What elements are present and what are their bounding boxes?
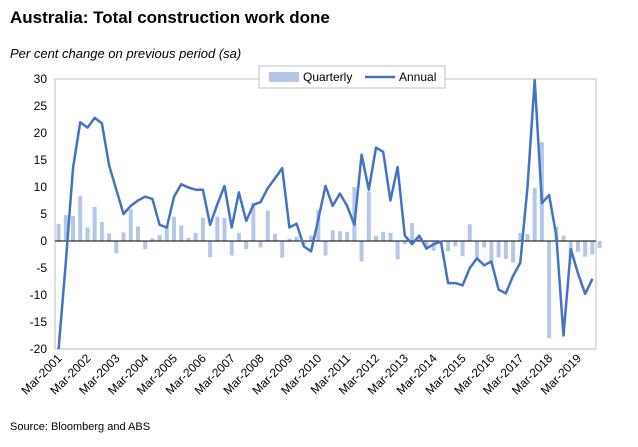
quarterly-bar <box>402 241 407 245</box>
quarterly-bar <box>345 231 350 241</box>
quarterly-bar <box>143 241 148 250</box>
quarterly-bar <box>424 241 429 248</box>
quarterly-bar <box>164 225 169 241</box>
legend-label-annual: Annual <box>399 70 436 84</box>
quarterly-bar <box>208 241 213 258</box>
quarterly-bar <box>114 241 119 254</box>
quarterly-bar <box>222 217 227 241</box>
chart-title: Australia: Total construction work done <box>10 8 330 27</box>
quarterly-bar <box>215 216 220 241</box>
y-tick-label: -15 <box>30 315 48 329</box>
quarterly-bar <box>489 241 494 263</box>
quarterly-bar <box>244 241 249 250</box>
legend-label-quarterly: Quarterly <box>303 70 352 84</box>
quarterly-bar <box>561 235 566 241</box>
quarterly-bar <box>280 241 285 258</box>
quarterly-bar <box>453 241 458 247</box>
quarterly-bar <box>172 216 177 241</box>
quarterly-bar <box>417 237 422 241</box>
source-note: Source: Bloomberg and ABS <box>10 421 151 433</box>
quarterly-bar <box>128 209 133 241</box>
y-tick-label: 5 <box>40 207 47 221</box>
quarterly-bar <box>107 233 112 241</box>
quarterly-bar <box>157 235 162 241</box>
quarterly-bar <box>273 233 277 241</box>
y-tick-label: -10 <box>30 288 48 302</box>
quarterly-bar <box>547 241 552 339</box>
quarterly-bar <box>193 232 198 241</box>
quarterly-bar <box>359 241 364 262</box>
quarterly-bar <box>590 241 595 255</box>
quarterly-bar <box>337 231 342 241</box>
quarterly-bar <box>323 241 328 256</box>
quarterly-bar <box>92 206 97 241</box>
plot-area-border <box>54 78 597 350</box>
quarterly-bar <box>511 241 516 263</box>
quarterly-bar <box>410 223 415 241</box>
quarterly-bar <box>395 241 400 260</box>
y-tick-label: 15 <box>34 153 48 167</box>
quarterly-bar <box>135 226 140 241</box>
annual-line <box>57 78 594 350</box>
quarterly-bar <box>200 217 205 241</box>
quarterly-bar <box>56 223 61 241</box>
quarterly-bar <box>518 232 523 241</box>
quarterly-bar <box>431 241 436 251</box>
quarterly-bar <box>474 241 479 258</box>
quarterly-bar <box>460 241 465 257</box>
quarterly-bar <box>467 224 472 241</box>
y-tick-label: 10 <box>34 180 48 194</box>
y-tick-label: -5 <box>36 261 47 275</box>
quarterly-bar <box>186 237 191 241</box>
quarterly-bar <box>583 241 588 257</box>
quarterly-bar <box>71 216 76 241</box>
quarterly-bar <box>316 210 321 241</box>
y-tick-label: 30 <box>34 72 48 86</box>
quarterly-bar <box>78 196 83 241</box>
quarterly-bar <box>121 232 126 241</box>
quarterly-bar <box>236 232 241 241</box>
quarterly-bar <box>258 241 263 248</box>
quarterly-bar <box>179 225 184 241</box>
quarterly-bar <box>503 241 508 259</box>
quarterly-bar <box>251 202 256 241</box>
quarterly-bar <box>63 215 68 241</box>
quarterly-bar <box>265 210 270 241</box>
quarterly-bar <box>446 241 451 252</box>
y-tick-label: 20 <box>34 126 48 140</box>
y-axis-label: Per cent change on previous period (sa) <box>10 46 242 61</box>
quarterly-bar <box>388 232 393 241</box>
quarterly-bar <box>366 191 371 241</box>
legend-box <box>258 65 446 89</box>
y-tick-label: 25 <box>34 99 48 113</box>
quarterly-bar <box>330 230 335 241</box>
quarterly-bar <box>99 222 104 241</box>
quarterly-bar <box>150 238 155 241</box>
quarterly-bar <box>309 235 314 241</box>
quarterly-bar <box>597 241 602 249</box>
quarterly-bar <box>229 241 234 256</box>
quarterly-bar <box>575 241 580 252</box>
legend-swatch-quarterly <box>269 72 299 82</box>
quarterly-bar <box>532 188 537 241</box>
quarterly-bar <box>381 231 386 241</box>
quarterly-bar <box>482 241 487 248</box>
quarterly-bar <box>287 238 292 241</box>
quarterly-bar <box>496 241 501 258</box>
y-tick-label: 0 <box>40 234 47 248</box>
quarterly-bar <box>85 227 90 241</box>
quarterly-bar <box>525 233 530 241</box>
y-tick-label: -20 <box>30 342 48 356</box>
quarterly-bar <box>374 235 378 241</box>
quarterly-bar <box>294 236 299 241</box>
